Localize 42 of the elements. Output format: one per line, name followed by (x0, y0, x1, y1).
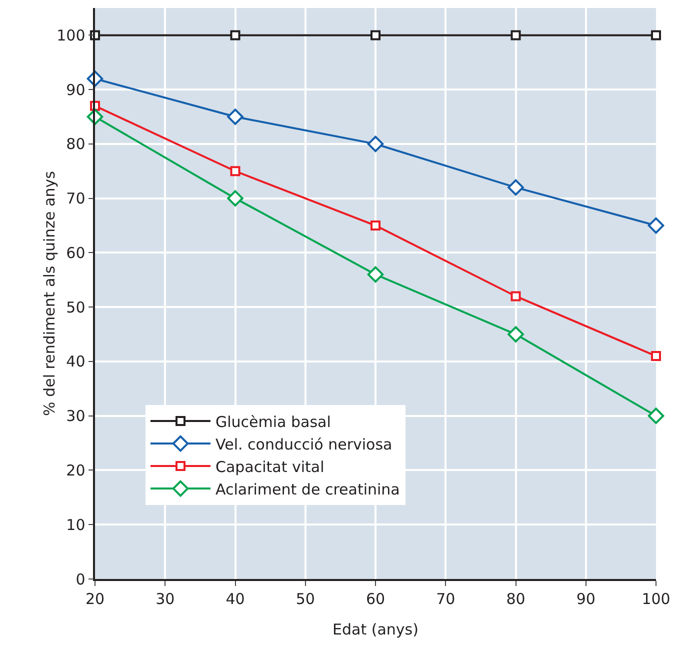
point (367, 266, 384, 283)
x-tick-label: 50 (296, 590, 315, 608)
y-tick-label: 100 (56, 26, 86, 44)
y-tick-label: 20 (66, 461, 86, 480)
legend-label: Vel. conducció nerviosa (215, 435, 392, 454)
point (370, 220, 380, 231)
y-tick-label: 90 (66, 80, 86, 99)
y-tick-label: 50 (66, 298, 86, 316)
point (651, 351, 661, 362)
point (510, 30, 521, 40)
x-tick-label: 30 (156, 590, 175, 608)
y-tick-label: 40 (66, 352, 86, 371)
x-tick-label: 70 (436, 590, 456, 608)
legend-label: Capacitat vital (215, 458, 324, 476)
y-tick-label: 60 (66, 244, 86, 262)
point (651, 30, 661, 40)
y-tick-label: 70 (66, 190, 86, 208)
legend-label: Aclariment de creatinina (215, 480, 400, 498)
x-tick-label: 60 (366, 590, 386, 608)
point (227, 190, 244, 206)
x-axis-title: Edat (anys) (332, 620, 418, 638)
x-tick-label: 20 (85, 590, 105, 608)
point (508, 179, 524, 196)
x-tick-label: 40 (226, 590, 245, 608)
point (227, 108, 244, 125)
point (230, 166, 240, 176)
point (510, 291, 521, 302)
point (230, 30, 240, 40)
point (648, 217, 664, 234)
point (508, 326, 524, 342)
x-tick-label: 80 (506, 590, 526, 608)
legend-label: Glucèmia basal (215, 412, 331, 431)
y-tick-label: 0 (76, 570, 86, 588)
x-tick-label: 100 (642, 590, 670, 608)
x-tick-label: 90 (576, 590, 596, 608)
y-tick-label: 30 (66, 407, 86, 426)
y-tick-label: 10 (66, 516, 86, 534)
y-axis-title: % del rendiment als quinze anys (40, 170, 58, 416)
point (367, 136, 384, 152)
y-tick-label: 80 (66, 135, 86, 154)
point (648, 408, 664, 424)
point (370, 30, 380, 40)
